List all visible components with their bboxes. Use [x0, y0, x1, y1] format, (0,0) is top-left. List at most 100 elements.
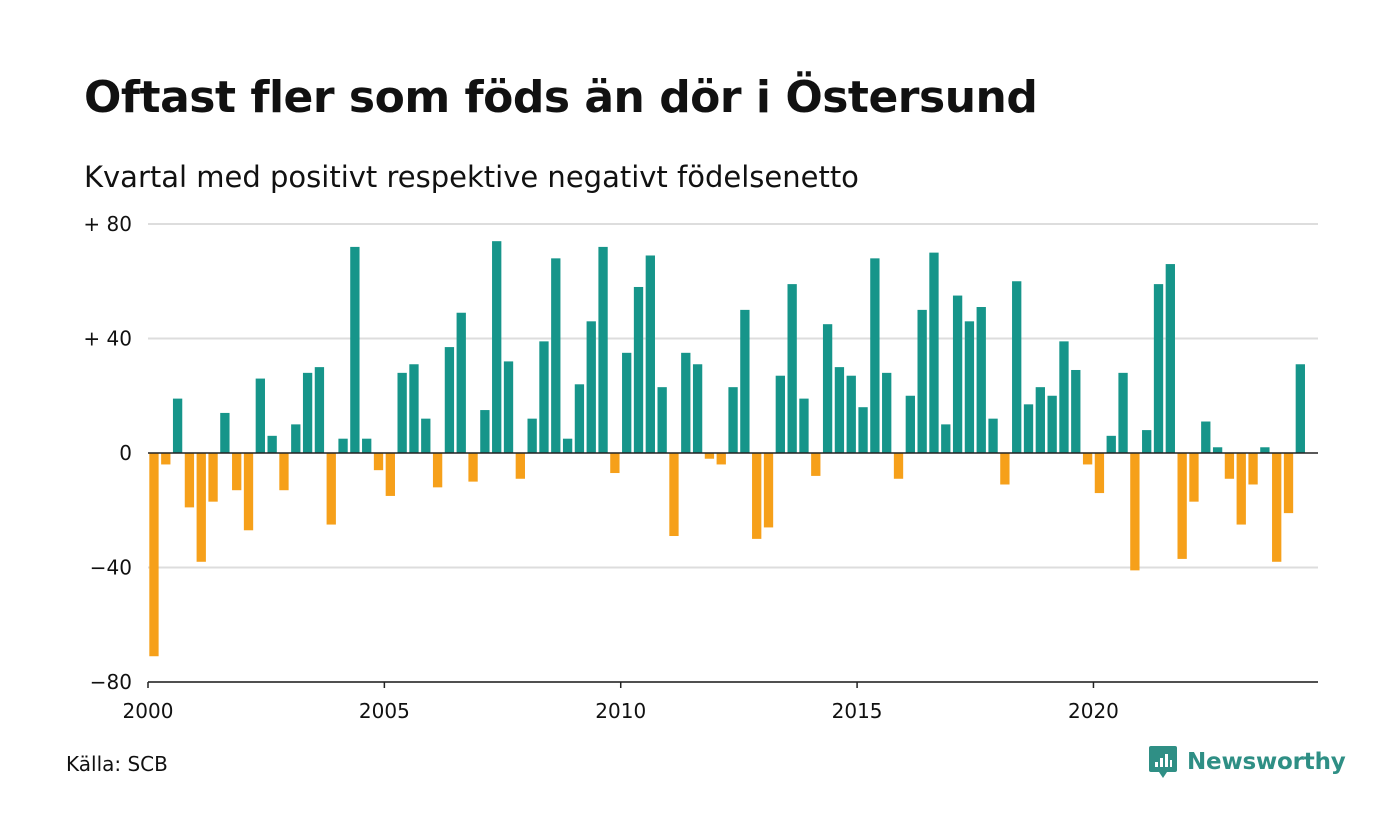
- bar: [539, 341, 549, 453]
- bar: [397, 372, 407, 453]
- bar: [409, 364, 419, 453]
- bar: [1035, 387, 1045, 453]
- bar: [1295, 364, 1305, 453]
- brand-name: Newsworthy: [1187, 749, 1346, 775]
- y-tick-label: + 80: [83, 212, 132, 236]
- bar: [905, 395, 915, 453]
- bar: [1165, 264, 1175, 453]
- bar: [811, 453, 821, 476]
- x-axis-labels: 2000 2005 2010 2015 2020: [123, 682, 1119, 723]
- bar: [1236, 453, 1246, 525]
- bar: [326, 453, 336, 525]
- bar: [1283, 453, 1294, 514]
- y-tick-label: −80: [90, 670, 132, 694]
- bar: [492, 241, 502, 453]
- bar: [669, 453, 679, 537]
- brand-logo: Newsworthy: [1148, 742, 1346, 782]
- bar: [870, 258, 880, 453]
- bar: [846, 375, 856, 453]
- bar: [184, 453, 195, 508]
- bar: [362, 438, 372, 453]
- bar: [1224, 453, 1235, 479]
- y-tick-label: −40: [90, 556, 132, 580]
- bar: [657, 387, 667, 453]
- bar: [1071, 369, 1081, 453]
- bar: [503, 361, 514, 453]
- bar: [1106, 435, 1116, 453]
- bar: [976, 307, 986, 453]
- bar: [1023, 404, 1034, 453]
- bar: [1012, 281, 1022, 453]
- bar: [740, 309, 750, 453]
- bar: [515, 453, 525, 479]
- bar: [291, 424, 301, 453]
- bars: [149, 241, 1305, 657]
- bar: [196, 453, 206, 562]
- bar: [220, 412, 230, 453]
- bar: [1153, 284, 1164, 453]
- x-tick-label: 2005: [359, 699, 410, 723]
- bar: [1118, 372, 1128, 453]
- x-tick-label: 2000: [123, 699, 174, 723]
- chart-subtitle: Kvartal med positivt respektive negativt…: [84, 160, 859, 194]
- bar: [882, 372, 892, 453]
- bar: [1059, 341, 1069, 453]
- bar: [929, 252, 939, 453]
- bar: [302, 372, 313, 453]
- bar: [527, 418, 537, 453]
- bar: [941, 424, 951, 453]
- bar: [952, 295, 963, 453]
- bar: [314, 367, 325, 453]
- bar: [964, 321, 975, 453]
- source-label: Källa: SCB: [66, 752, 168, 776]
- x-tick-label: 2015: [832, 699, 883, 723]
- bar: [385, 453, 395, 496]
- bar: [421, 418, 431, 453]
- bar: [1000, 453, 1010, 485]
- bar: [822, 324, 833, 453]
- axes: [148, 452, 1318, 683]
- bar: [432, 453, 443, 488]
- bar: [1248, 453, 1258, 485]
- bar: [338, 438, 348, 453]
- bar: [279, 453, 289, 491]
- bar: [1047, 395, 1057, 453]
- bar: [267, 435, 277, 453]
- chart-title: Oftast fler som föds än dör i Östersund: [84, 72, 1038, 123]
- bar: [893, 453, 904, 479]
- bar: [775, 375, 785, 453]
- bar: [834, 367, 845, 453]
- bar: [1094, 453, 1105, 494]
- bar: [858, 407, 868, 453]
- bar: [728, 387, 738, 453]
- bar: [988, 418, 998, 453]
- bar: [551, 258, 561, 453]
- bar: [586, 321, 596, 453]
- bar: [243, 453, 254, 531]
- bar: [645, 255, 655, 453]
- x-tick-label: 2020: [1068, 699, 1119, 723]
- bar: [787, 284, 797, 453]
- bar: [172, 398, 183, 453]
- bar: [1142, 430, 1152, 453]
- bar: [610, 453, 620, 474]
- y-axis-labels: + 80 + 40 0 −40 −80: [83, 212, 132, 694]
- bar: [1201, 421, 1211, 453]
- bar: [373, 453, 384, 471]
- bar: [1177, 453, 1187, 559]
- bar: [574, 384, 585, 453]
- bar: [480, 410, 490, 453]
- bar: [763, 453, 774, 528]
- bar: [633, 286, 644, 453]
- bar: [1082, 453, 1093, 465]
- x-tick-label: 2010: [595, 699, 646, 723]
- bar: [1189, 453, 1199, 502]
- bar: [917, 309, 927, 453]
- bar: [681, 352, 691, 453]
- bar-chart: + 80 + 40 0 −40 −80 2000 2005 2010 2015 2020: [83, 212, 1318, 723]
- bar: [444, 347, 455, 453]
- bar: [1130, 453, 1140, 571]
- bar: [1272, 453, 1282, 562]
- bar: [716, 453, 726, 465]
- bar: [752, 453, 762, 539]
